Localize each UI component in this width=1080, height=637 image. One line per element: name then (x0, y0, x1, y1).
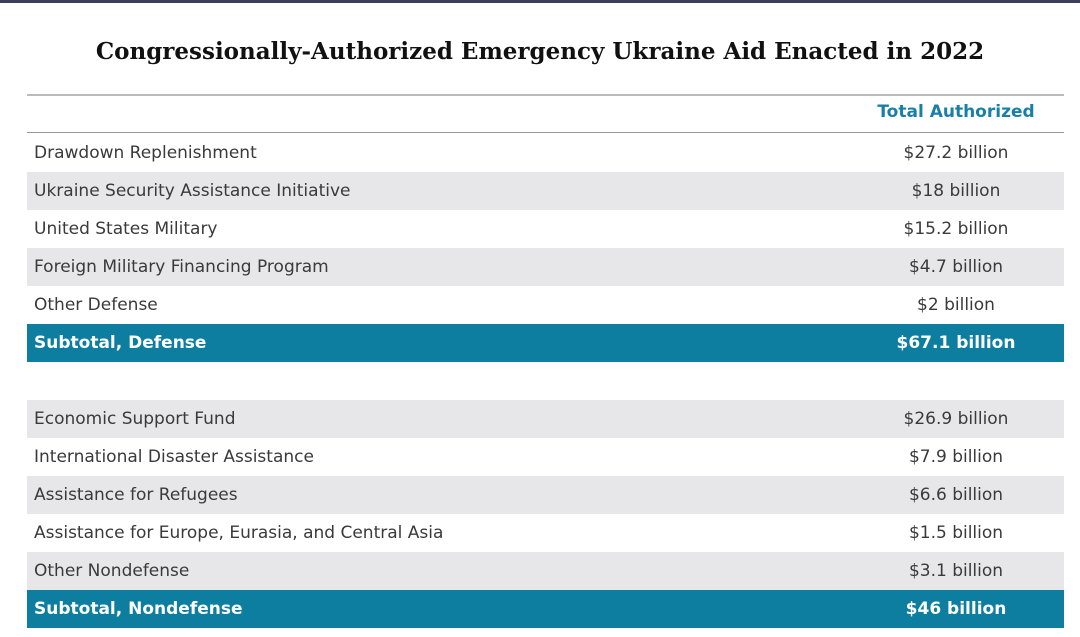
row-amount: $18 billion (911, 181, 1001, 201)
table-row: International Disaster Assistance $7.9 bi… (27, 438, 1064, 476)
row-label: Assistance for Refugees (34, 485, 238, 505)
row-label: Drawdown Replenishment (34, 143, 257, 163)
row-label: Ukraine Security Assistance Initiative (34, 181, 351, 201)
column-header: Total Authorized (877, 102, 1035, 122)
row-label: United States Military (34, 219, 218, 239)
table-row: Drawdown Replenishment $27.2 billion (27, 134, 1064, 172)
rule (27, 94, 1064, 96)
row-amount: $2 billion (917, 295, 995, 315)
row-amount: $46 billion (905, 599, 1007, 619)
row-label: Assistance for Europe, Eurasia, and Cent… (34, 523, 444, 543)
row-label: Foreign Military Financing Program (34, 257, 329, 277)
subtotal-row: Subtotal, Defense $67.1 billion (27, 324, 1064, 362)
row-label: Other Nondefense (34, 561, 190, 581)
table-row: United States Military $15.2 billion (27, 210, 1064, 248)
table-row: Ukraine Security Assistance Initiative $1… (27, 172, 1064, 210)
top-bar (0, 0, 1080, 3)
title: Congressionally-Authorized Emergency Ukr… (95, 38, 985, 65)
rule (27, 132, 1064, 133)
row-amount: $3.1 billion (908, 561, 1004, 581)
row-amount: $7.9 billion (908, 447, 1004, 467)
row-amount: $1.5 billion (908, 523, 1004, 543)
row-label: Subtotal, Defense (34, 333, 207, 353)
row-amount: $15.2 billion (903, 219, 1009, 239)
row-amount: $26.9 billion (903, 409, 1009, 429)
table-row: Assistance for Europe, Eurasia, and Cent… (27, 514, 1064, 552)
table-row: Economic Support Fund $26.9 billion (27, 400, 1064, 438)
row-label: Other Defense (34, 295, 158, 315)
row-label: International Disaster Assistance (34, 447, 314, 467)
row-label: Subtotal, Nondefense (34, 599, 243, 619)
table-row: Foreign Military Financing Program $4.7 b… (27, 248, 1064, 286)
row-label: Economic Support Fund (34, 409, 236, 429)
row-amount: $27.2 billion (903, 143, 1009, 163)
table-row: Other Nondefense $3.1 billion (27, 552, 1064, 590)
row-amount: $4.7 billion (908, 257, 1004, 277)
row-amount: $67.1 billion (896, 333, 1016, 353)
table-row: Other Defense $2 billion (27, 286, 1064, 324)
table-row: Assistance for Refugees $6.6 billion (27, 476, 1064, 514)
row-amount: $6.6 billion (908, 485, 1004, 505)
subtotal-row: Subtotal, Nondefense $46 billion (27, 590, 1064, 628)
